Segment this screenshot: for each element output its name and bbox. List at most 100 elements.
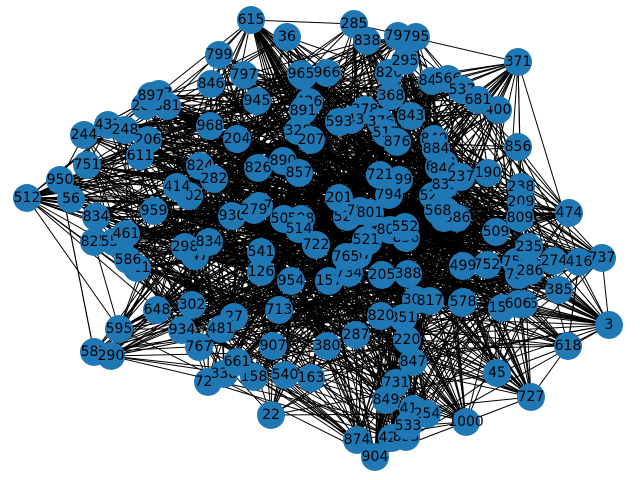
graph-node: 737 <box>588 244 616 272</box>
node-marker <box>342 321 370 349</box>
graph-edge <box>124 129 155 212</box>
node-marker <box>367 302 395 330</box>
node-label: 248 <box>112 122 139 138</box>
node-label: 514 <box>286 221 313 237</box>
node-marker <box>377 82 405 110</box>
graph-node: 351 <box>389 304 417 332</box>
graph-node: 606 <box>504 290 532 318</box>
graph-node: 1000 <box>448 408 484 436</box>
node-label: 3 <box>605 317 614 333</box>
node-marker <box>13 184 41 212</box>
graph-node: 414 <box>163 173 191 201</box>
graph-node: 618 <box>554 332 582 360</box>
graph-node: 874 <box>343 426 371 454</box>
node-marker <box>588 244 616 272</box>
graph-node: 721 <box>366 161 394 189</box>
node-label: 45 <box>488 365 506 381</box>
graph-node: 205 <box>368 261 396 289</box>
graph-node: 966 <box>313 59 341 87</box>
graph-node: 481 <box>207 315 235 343</box>
node-marker <box>247 258 275 286</box>
node-marker <box>483 359 511 387</box>
node-marker <box>540 247 568 275</box>
node-marker <box>394 412 422 440</box>
node-label: 237 <box>448 169 475 185</box>
node-marker <box>265 296 293 324</box>
node-label: 834 <box>83 209 110 225</box>
node-marker <box>271 361 299 389</box>
graph-node: 820 <box>367 302 395 330</box>
node-marker <box>402 23 430 51</box>
graph-node: 765 <box>332 243 360 271</box>
graph-node: 298 <box>171 233 199 261</box>
node-label: 838 <box>354 33 381 49</box>
node-label: 282 <box>201 171 228 187</box>
graph-node: 849 <box>372 386 400 414</box>
node-label: 959 <box>141 203 168 219</box>
node-marker <box>313 59 341 87</box>
node-label: 817 <box>417 293 444 309</box>
node-label: 795 <box>403 29 430 45</box>
graph-edge <box>389 212 570 231</box>
node-marker <box>297 364 325 392</box>
graph-edge <box>218 54 603 259</box>
graph-node: 474 <box>555 199 583 227</box>
graph-node: 287 <box>342 321 370 349</box>
node-label: 541 <box>248 244 275 260</box>
node-marker <box>366 161 394 189</box>
node-label: 721 <box>367 167 394 183</box>
graph-node: 509 <box>482 218 510 246</box>
node-marker <box>397 102 425 130</box>
node-marker <box>424 197 452 225</box>
node-marker <box>391 47 419 75</box>
graph-node: 540 <box>271 361 299 389</box>
graph-node: 3 <box>595 311 623 339</box>
graph-node: 817 <box>416 287 444 315</box>
node-marker <box>516 257 544 285</box>
graph-node: 611 <box>126 142 154 170</box>
graph-node: 713 <box>265 296 293 324</box>
node-marker <box>545 276 573 304</box>
graph-node: 965 <box>287 60 315 88</box>
graph-node: 568 <box>424 197 452 225</box>
node-marker <box>97 342 125 370</box>
node-marker <box>140 197 168 225</box>
node-label: 930 <box>219 208 246 224</box>
graph-edge <box>136 267 382 317</box>
node-label: 826 <box>245 160 272 176</box>
node-marker <box>287 60 315 88</box>
node-label: 126 <box>248 264 275 280</box>
graph-node: 541 <box>247 238 275 266</box>
node-label: 163 <box>298 370 325 386</box>
graph-node: 190 <box>474 159 502 187</box>
graph-node: 826 <box>244 154 272 182</box>
graph-node: 56 <box>57 185 85 213</box>
node-label: 966 <box>314 65 341 81</box>
graph-node: 809 <box>506 204 534 232</box>
node-label: 205 <box>369 267 396 283</box>
node-label: 521 <box>353 232 380 248</box>
node-marker <box>82 203 110 231</box>
graph-node: 907 <box>259 332 287 360</box>
node-marker <box>565 248 593 276</box>
graph-node: 279 <box>240 196 268 224</box>
graph-edge <box>124 100 258 131</box>
graph-edge <box>517 146 610 326</box>
node-label: 593 <box>326 114 353 130</box>
graph-node: 968 <box>196 112 224 140</box>
graph-node: 767 <box>185 333 213 361</box>
node-label: 809 <box>507 210 534 226</box>
graph-node: 290 <box>97 342 125 370</box>
node-label: 552 <box>392 219 419 235</box>
node-marker <box>416 287 444 315</box>
node-marker <box>237 6 265 34</box>
graph-node: 533 <box>394 412 422 440</box>
node-marker <box>449 288 477 316</box>
graph-node: 286 <box>516 257 544 285</box>
node-label: 274 <box>541 253 568 269</box>
node-label: 752 <box>474 257 501 273</box>
node-marker <box>482 218 510 246</box>
graph-node: 897 <box>137 82 165 110</box>
graph-node: 512 <box>13 184 41 212</box>
